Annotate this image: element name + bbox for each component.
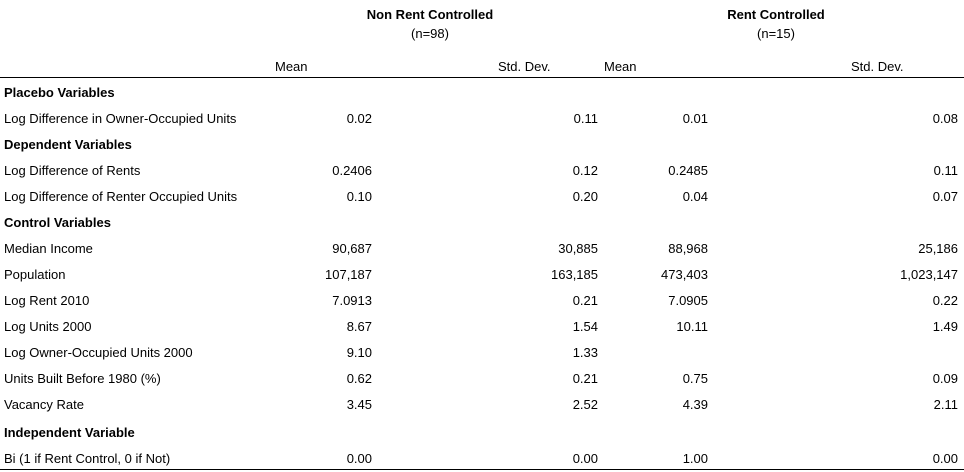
- table-row: Bi (1 if Rent Control, 0 if Not) 0.00 0.…: [0, 446, 964, 472]
- group-n-rent-controlled: (n=15): [757, 26, 795, 41]
- cell-std-dev-rent: 0.11: [933, 163, 958, 178]
- row-label: Independent Variable: [4, 425, 135, 440]
- cell-std-dev-non-rent: 0.00: [572, 451, 598, 466]
- row-label: Vacancy Rate: [4, 397, 84, 412]
- column-header-mean-rent: Mean: [604, 59, 637, 74]
- cell-std-dev-rent: 0.09: [932, 371, 958, 386]
- cell-mean-non-rent: 7.0913: [332, 293, 372, 308]
- row-label: Population: [4, 267, 66, 282]
- cell-std-dev-rent: 0.08: [932, 111, 958, 126]
- cell-mean-non-rent: 9.10: [346, 345, 372, 360]
- cell-std-dev-non-rent: 0.12: [572, 163, 598, 178]
- table-row: Independent Variable: [0, 420, 964, 446]
- column-header-std-dev-rent: Std. Dev.: [851, 59, 904, 74]
- cell-std-dev-non-rent: 1.54: [572, 319, 598, 334]
- cell-std-dev-non-rent: 1.33: [572, 345, 598, 360]
- bottom-rule: [0, 469, 964, 470]
- cell-std-dev-rent: 25,186: [918, 241, 958, 256]
- cell-std-dev-rent: 0.00: [932, 451, 958, 466]
- row-label: Log Difference of Rents: [4, 163, 141, 178]
- table-row: Log Difference in Owner-Occupied Units 0…: [0, 106, 964, 132]
- cell-mean-rent: 7.0905: [668, 293, 708, 308]
- table-row: Log Difference of Renter Occupied Units …: [0, 184, 964, 210]
- cell-std-dev-non-rent: 163,185: [551, 267, 598, 282]
- cell-mean-rent: 0.01: [682, 111, 708, 126]
- row-label: Bi (1 if Rent Control, 0 if Not): [4, 451, 171, 466]
- cell-std-dev-non-rent: 2.52: [572, 397, 598, 412]
- group-title-rent-controlled: Rent Controlled: [727, 7, 825, 22]
- table-row: Units Built Before 1980 (%) 0.62 0.21 0.…: [0, 366, 964, 392]
- cell-mean-rent: 10.11: [676, 319, 708, 334]
- cell-std-dev-rent: 0.07: [932, 189, 958, 204]
- row-label: Log Rent 2010: [4, 293, 90, 308]
- cell-mean-non-rent: 0.00: [346, 451, 372, 466]
- cell-mean-non-rent: 3.45: [346, 397, 372, 412]
- cell-std-dev-rent: 1,023,147: [900, 267, 958, 282]
- cell-mean-rent: 0.75: [682, 371, 708, 386]
- row-label: Control Variables: [4, 215, 111, 230]
- row-label: Median Income: [4, 241, 93, 256]
- cell-std-dev-non-rent: 0.20: [572, 189, 598, 204]
- cell-std-dev-non-rent: 30,885: [558, 241, 598, 256]
- header-rule: [0, 77, 964, 78]
- cell-std-dev-rent: 2.11: [933, 397, 958, 412]
- row-label: Units Built Before 1980 (%): [4, 371, 161, 386]
- row-label: Dependent Variables: [4, 137, 132, 152]
- cell-mean-non-rent: 0.02: [346, 111, 372, 126]
- cell-mean-non-rent: 107,187: [325, 267, 372, 282]
- group-title-non-rent-controlled: Non Rent Controlled: [366, 7, 494, 22]
- row-label: Log Difference of Renter Occupied Units: [4, 189, 238, 204]
- cell-mean-rent: 0.04: [682, 189, 708, 204]
- table-row: Dependent Variables: [0, 132, 964, 158]
- cell-std-dev-rent: 1.49: [932, 319, 958, 334]
- cell-mean-non-rent: 0.2406: [332, 163, 372, 178]
- cell-mean-non-rent: 90,687: [332, 241, 372, 256]
- column-header-mean-non-rent: Mean: [275, 59, 308, 74]
- row-label: Log Units 2000: [4, 319, 92, 334]
- cell-mean-non-rent: 0.10: [346, 189, 372, 204]
- table-row: Median Income 90,687 30,885 88,968 25,18…: [0, 236, 964, 262]
- table-row: Vacancy Rate 3.45 2.52 4.39 2.11: [0, 392, 964, 418]
- cell-mean-non-rent: 8.67: [346, 319, 372, 334]
- cell-mean-rent: 473,403: [661, 267, 708, 282]
- table-row: Log Units 2000 8.67 1.54 10.11 1.49: [0, 314, 964, 340]
- table-row: Log Difference of Rents 0.2406 0.12 0.24…: [0, 158, 964, 184]
- table-row: Control Variables: [0, 210, 964, 236]
- row-label: Log Owner-Occupied Units 2000: [4, 345, 193, 360]
- cell-std-dev-non-rent: 0.21: [572, 371, 598, 386]
- table-row: Log Owner-Occupied Units 2000 9.10 1.33: [0, 340, 964, 366]
- cell-mean-rent: 1.00: [682, 451, 708, 466]
- column-header-std-dev-non-rent: Std. Dev.: [498, 59, 551, 74]
- row-label: Log Difference in Owner-Occupied Units: [4, 111, 237, 126]
- group-n-non-rent-controlled: (n=98): [411, 26, 449, 41]
- cell-mean-non-rent: 0.62: [346, 371, 372, 386]
- table-row: Population 107,187 163,185 473,403 1,023…: [0, 262, 964, 288]
- cell-std-dev-non-rent: 0.21: [572, 293, 598, 308]
- cell-std-dev-rent: 0.22: [932, 293, 958, 308]
- row-label: Placebo Variables: [4, 85, 115, 100]
- cell-std-dev-non-rent: 0.11: [573, 111, 598, 126]
- cell-mean-rent: 88,968: [668, 241, 708, 256]
- table-row: Log Rent 2010 7.0913 0.21 7.0905 0.22: [0, 288, 964, 314]
- cell-mean-rent: 0.2485: [668, 163, 708, 178]
- cell-mean-rent: 4.39: [682, 397, 708, 412]
- table-row: Placebo Variables: [0, 80, 964, 106]
